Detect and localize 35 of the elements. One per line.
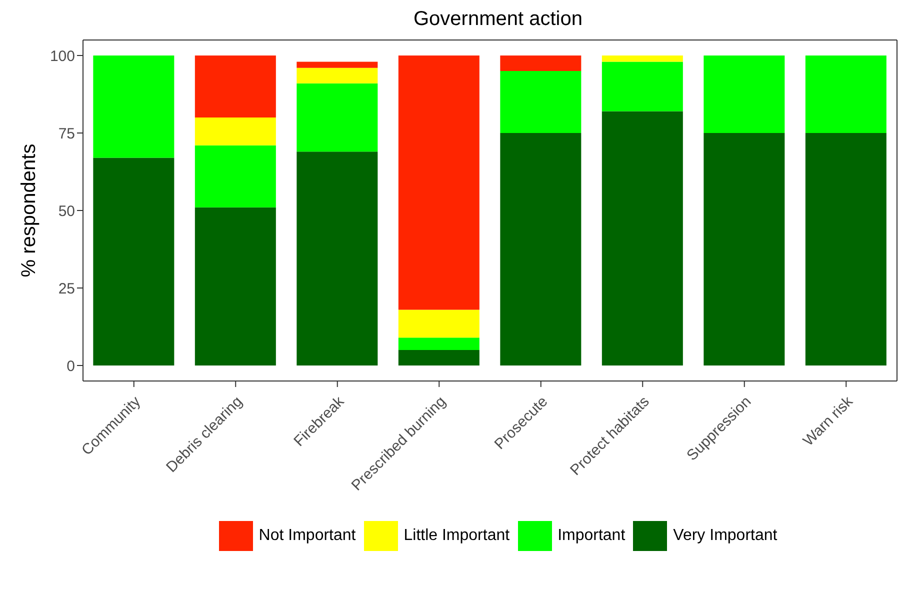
bar [296,83,378,152]
bar [602,56,683,62]
bar [296,62,378,68]
bar [805,133,886,366]
bar [398,310,480,338]
bar [500,56,582,71]
bar [602,62,683,112]
y-tick-label: 50 [58,202,75,220]
bar [500,133,582,366]
bar [194,207,276,366]
bar [704,56,785,133]
y-tick-label: 75 [58,125,75,142]
bar [398,338,480,350]
bar [805,56,886,133]
legend-label: Very Important [673,527,778,545]
y-tick-label: 100 [50,48,75,65]
chart-title: Government action [412,8,584,31]
legend-label: Important [558,527,626,545]
bar [194,118,276,146]
bar [194,145,276,208]
y-axis-title: % respondents [18,144,40,278]
legend-label: Not Important [258,527,356,545]
bar [93,158,174,366]
bar [602,111,683,366]
bar [500,71,582,133]
y-tick-label: 0 [66,358,75,375]
bar [93,56,174,158]
y-tick-label: 25 [58,280,75,298]
bar [296,68,378,84]
bar [704,133,785,366]
bar [398,56,480,310]
legend-label: Little Important [404,527,510,545]
bar [194,56,276,118]
bar [296,152,378,366]
bar [398,350,480,366]
